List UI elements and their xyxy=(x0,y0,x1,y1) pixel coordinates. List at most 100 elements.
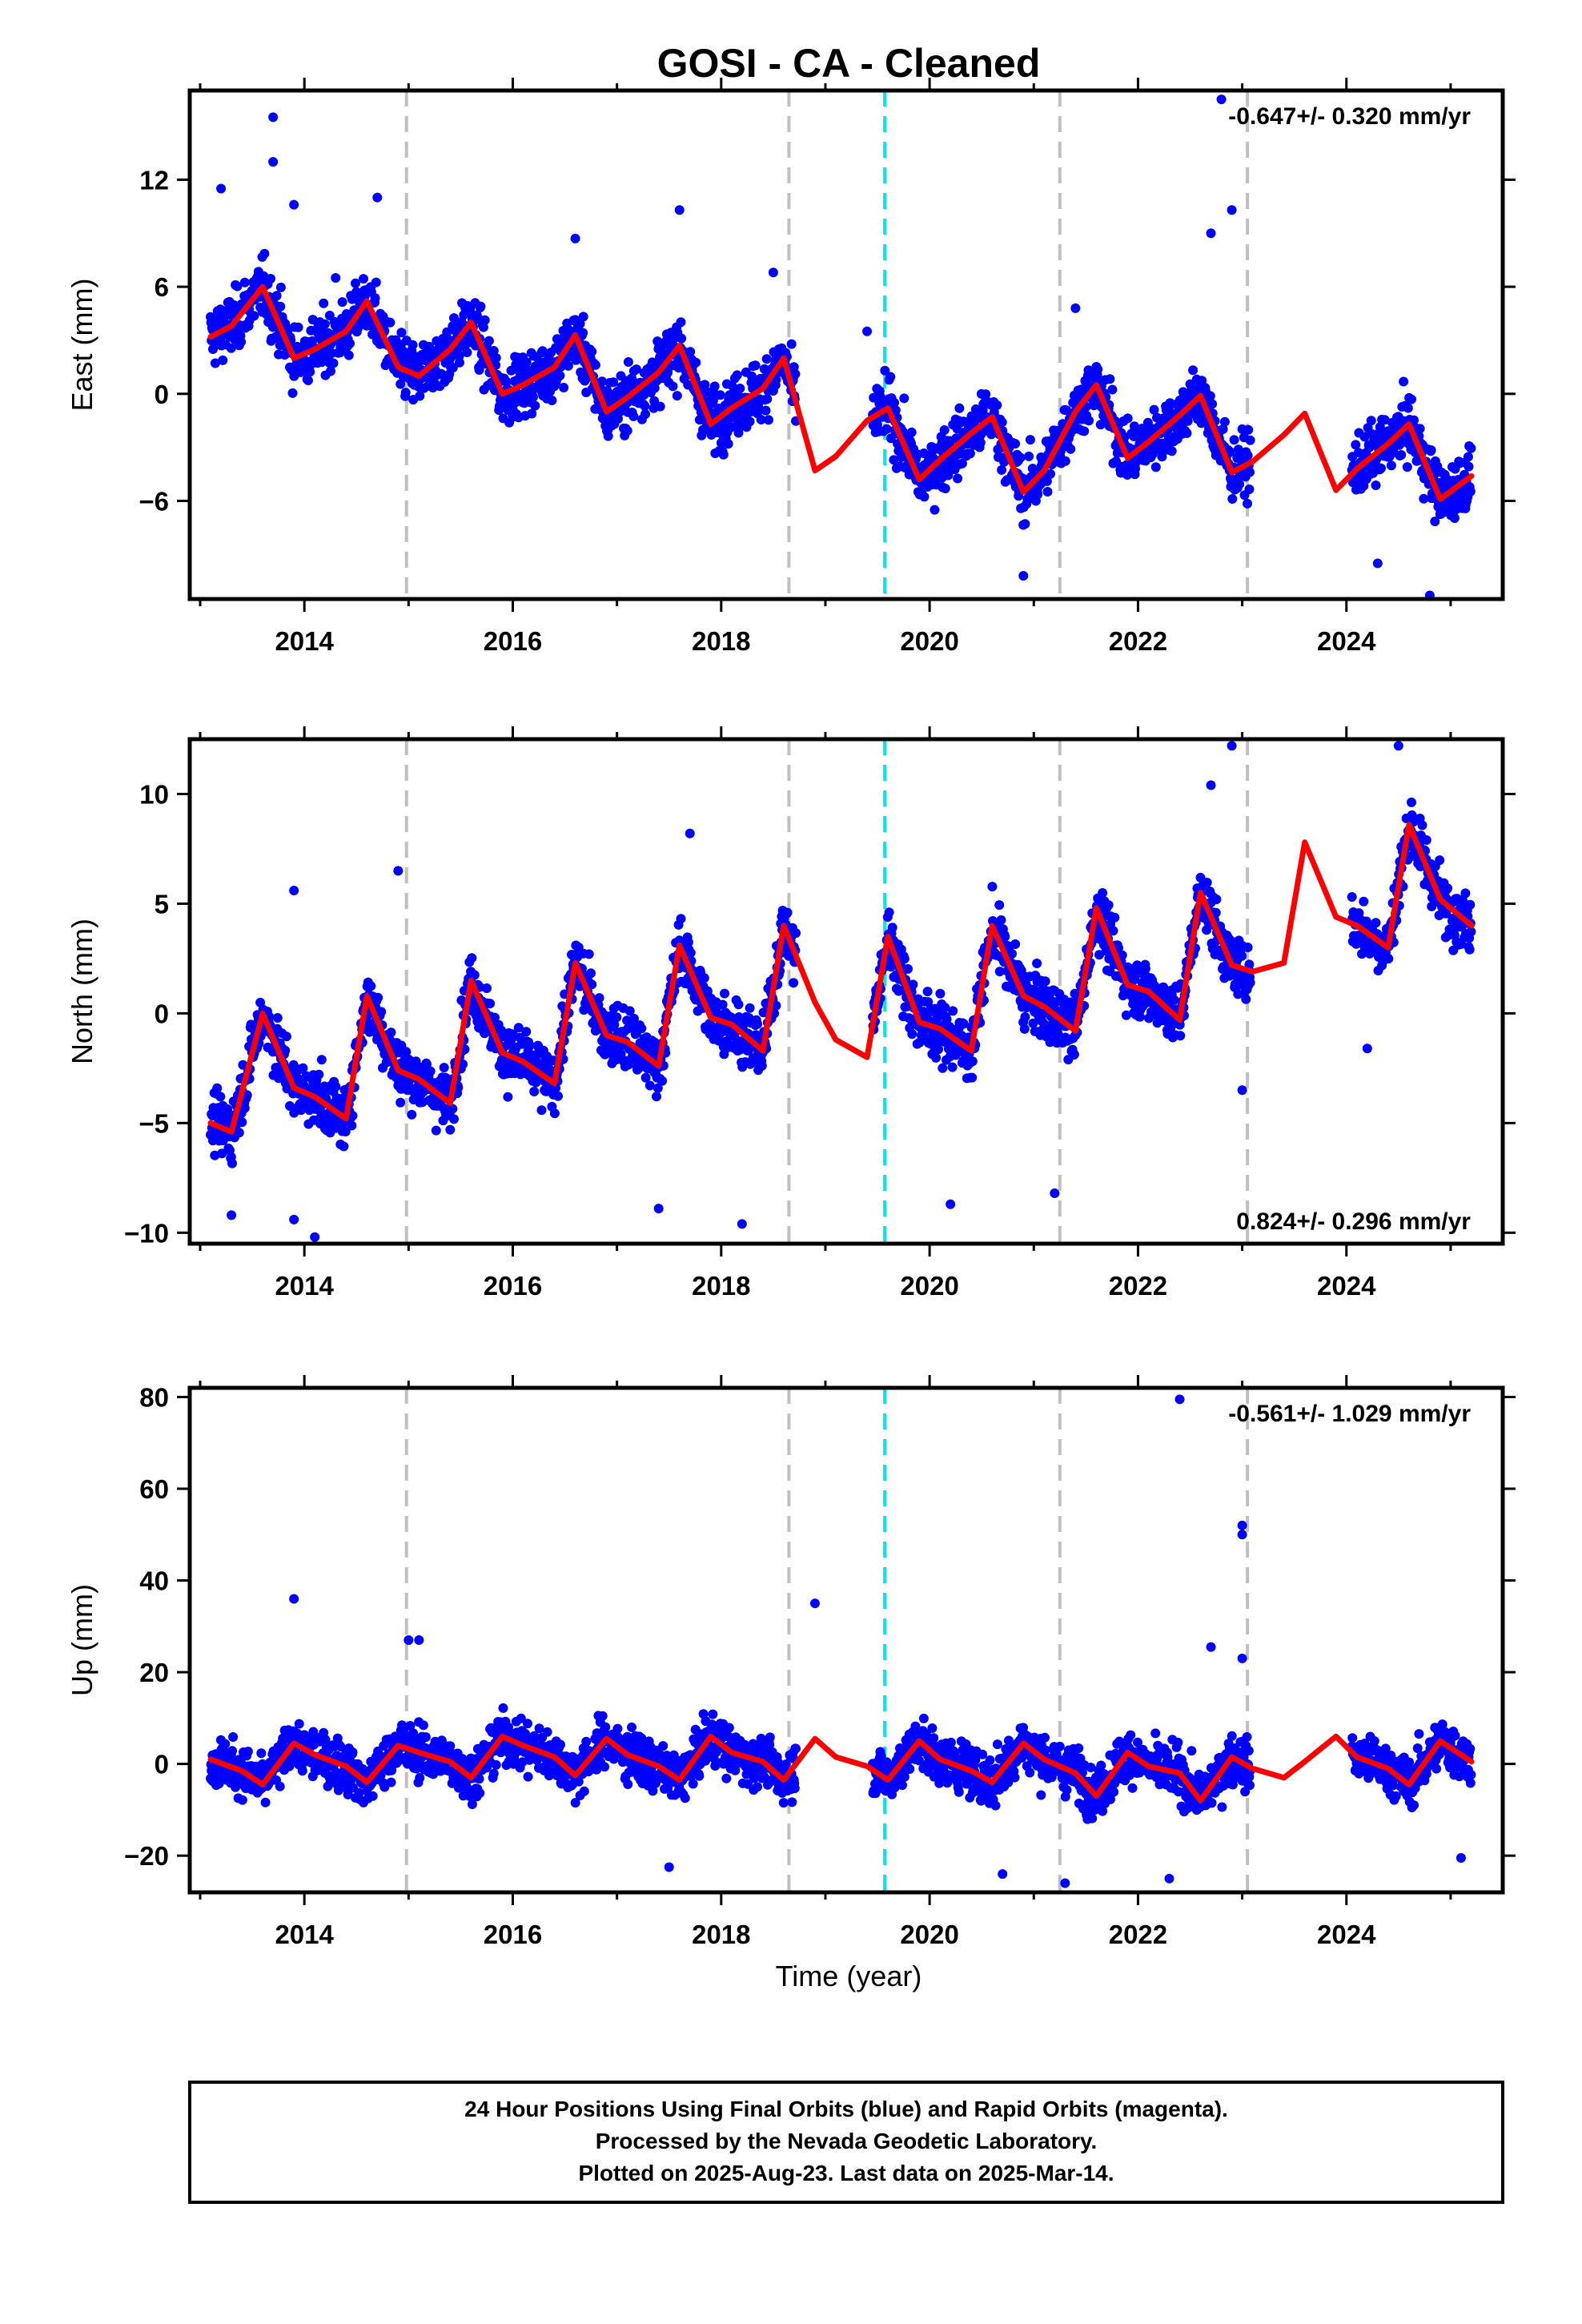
data-point xyxy=(761,405,771,416)
data-point xyxy=(547,396,557,405)
data-point xyxy=(668,381,678,392)
data-point xyxy=(603,431,613,441)
data-point xyxy=(733,999,744,1010)
data-point xyxy=(1449,513,1460,523)
data-point xyxy=(1066,444,1076,454)
data-point xyxy=(965,448,975,459)
data-point xyxy=(227,1158,237,1168)
data-point xyxy=(1150,462,1161,472)
data-point xyxy=(1464,944,1475,955)
data-point xyxy=(449,313,459,324)
data-point xyxy=(1032,959,1042,968)
data-point xyxy=(1182,428,1192,438)
data-point xyxy=(1245,467,1255,477)
data-point xyxy=(563,360,573,371)
data-point xyxy=(899,954,909,964)
data-point xyxy=(337,297,347,308)
outlier-point xyxy=(946,1199,956,1209)
data-point xyxy=(612,1012,622,1023)
y-tick-label: 12 xyxy=(139,165,169,195)
data-point xyxy=(1464,461,1474,472)
data-point xyxy=(256,1748,267,1759)
data-point xyxy=(996,915,1006,925)
x-tick-label: 2022 xyxy=(1109,626,1167,656)
data-point xyxy=(1237,951,1247,961)
plot-background xyxy=(190,1388,1503,1892)
data-point xyxy=(887,923,897,933)
data-point xyxy=(602,386,612,396)
data-point xyxy=(1227,494,1238,504)
data-point xyxy=(1399,376,1409,387)
data-point xyxy=(396,328,407,338)
data-point xyxy=(1040,976,1050,987)
data-point xyxy=(676,317,686,328)
outlier-point xyxy=(289,1214,299,1224)
data-point xyxy=(220,1739,231,1749)
x-tick-label: 2014 xyxy=(275,626,334,656)
data-point xyxy=(476,301,486,312)
data-point xyxy=(732,370,742,380)
data-point xyxy=(1396,450,1407,460)
data-point xyxy=(578,312,588,322)
data-point xyxy=(371,277,381,287)
data-point xyxy=(720,988,729,999)
data-point xyxy=(408,340,418,350)
data-point xyxy=(691,357,701,368)
outlier-point xyxy=(1227,741,1237,751)
data-point xyxy=(373,992,383,1003)
outlier-point xyxy=(570,233,580,243)
data-point xyxy=(555,371,565,380)
data-point xyxy=(1371,480,1381,490)
data-point xyxy=(1463,452,1473,462)
data-point xyxy=(967,1072,978,1083)
data-point xyxy=(527,408,537,419)
outlier-point xyxy=(1393,741,1403,751)
data-point xyxy=(1107,384,1118,395)
data-point xyxy=(762,394,773,404)
data-point xyxy=(529,1087,540,1096)
data-point xyxy=(657,1076,668,1086)
data-point xyxy=(260,1797,271,1807)
data-point xyxy=(1347,892,1357,902)
data-point xyxy=(1383,954,1394,964)
data-point xyxy=(997,417,1007,428)
data-point xyxy=(1175,1031,1186,1041)
outlier-point xyxy=(331,272,341,283)
data-point xyxy=(636,1023,647,1034)
data-point xyxy=(448,363,458,373)
data-point xyxy=(1229,435,1239,445)
data-point xyxy=(281,1031,291,1042)
data-point xyxy=(906,427,917,437)
data-point xyxy=(218,355,228,365)
data-point xyxy=(1466,443,1476,453)
data-point xyxy=(1084,416,1094,426)
y-tick-label: 5 xyxy=(155,889,169,919)
y-tick-label: 6 xyxy=(155,272,169,302)
data-point xyxy=(305,367,315,377)
data-point xyxy=(1025,435,1035,445)
data-point xyxy=(439,1063,449,1073)
data-point xyxy=(319,298,329,308)
outlier-point xyxy=(1050,1188,1060,1198)
data-point xyxy=(480,315,490,325)
data-point xyxy=(884,907,894,918)
data-point xyxy=(676,914,686,924)
data-point xyxy=(1465,899,1476,910)
data-point xyxy=(319,319,330,329)
data-point xyxy=(1465,486,1476,497)
data-point xyxy=(528,392,538,402)
data-point xyxy=(1166,446,1177,456)
data-point xyxy=(1103,900,1114,911)
data-point xyxy=(314,1069,324,1080)
data-point xyxy=(386,1027,396,1038)
data-point xyxy=(366,981,376,991)
data-point xyxy=(1366,416,1376,426)
data-point xyxy=(249,311,259,321)
data-point xyxy=(628,411,639,421)
x-tick-label: 2020 xyxy=(900,626,958,656)
data-point xyxy=(1020,519,1030,529)
data-point xyxy=(935,988,946,999)
data-point xyxy=(1371,918,1381,928)
data-point xyxy=(307,336,318,346)
data-point xyxy=(1402,462,1412,472)
